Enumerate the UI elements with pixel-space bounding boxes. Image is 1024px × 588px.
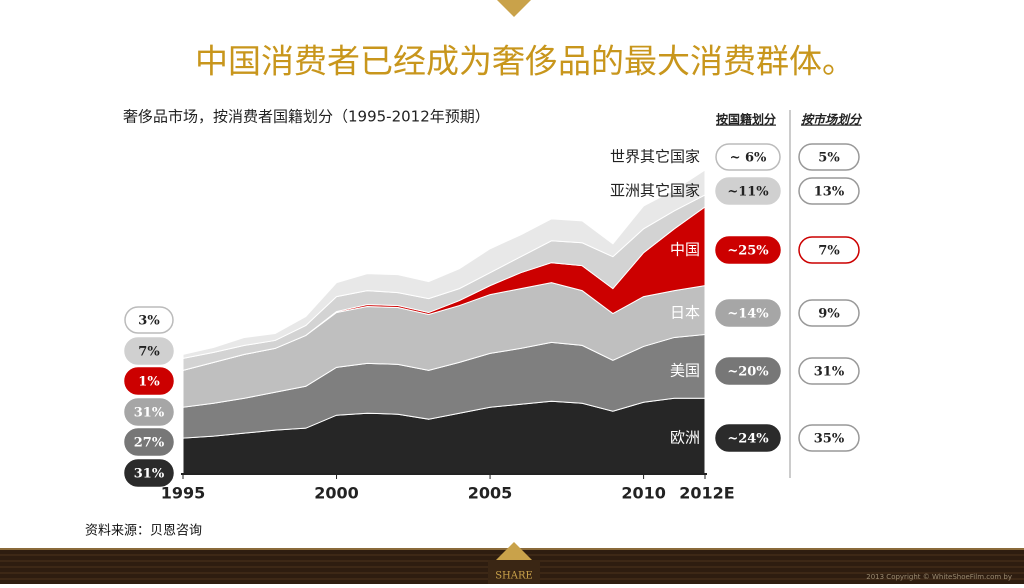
legend-label: 亚洲其它国家 bbox=[610, 182, 700, 200]
share-pill bbox=[124, 398, 174, 426]
x-tick-label: 2010 bbox=[621, 484, 666, 503]
legend-label: 欧洲 bbox=[670, 429, 700, 447]
chart-title: 奢侈品市场，按消费者国籍划分（1995-2012年预期） bbox=[123, 108, 490, 126]
area bbox=[182, 169, 706, 359]
share-pill bbox=[124, 367, 174, 395]
share-pill bbox=[798, 236, 860, 264]
share-label: 35% bbox=[814, 432, 845, 447]
share-label: 13% bbox=[814, 185, 845, 200]
share-label: 31% bbox=[134, 467, 165, 482]
share-label[interactable]: SHARE bbox=[495, 571, 533, 582]
share-pill bbox=[715, 424, 781, 452]
share-pill bbox=[715, 236, 781, 264]
share-pill bbox=[798, 177, 860, 205]
share-label: 7% bbox=[138, 345, 160, 360]
share-pill bbox=[124, 306, 174, 334]
nationality-header: 按国籍划分 bbox=[716, 112, 776, 127]
legend-label: 美国 bbox=[670, 362, 700, 380]
x-tick-label: 2012E bbox=[679, 484, 734, 503]
share-pill bbox=[124, 428, 174, 456]
share-pill bbox=[798, 357, 860, 385]
source: 资料来源：贝恩咨询 bbox=[85, 524, 202, 539]
share-pill bbox=[715, 299, 781, 327]
share-label: 31% bbox=[134, 406, 165, 421]
share-arrow bbox=[496, 542, 532, 560]
legend-label: 中国 bbox=[670, 241, 700, 259]
share-label: 31% bbox=[814, 365, 845, 380]
share-label: 9% bbox=[818, 307, 840, 322]
share-label: 1% bbox=[138, 375, 160, 390]
share-label: 5% bbox=[818, 151, 840, 166]
share-label: ~11% bbox=[727, 185, 769, 200]
share-label: 3% bbox=[138, 314, 160, 329]
share-label: ~ 6% bbox=[730, 151, 767, 166]
market-header: 按市场划分 bbox=[801, 113, 863, 127]
share-label: ~14% bbox=[727, 307, 769, 322]
share-pill bbox=[715, 177, 781, 205]
copyright: 2013 Copyright © WhiteShoeFilm.com by bbox=[866, 573, 1012, 581]
x-tick-label: 1995 bbox=[161, 484, 206, 503]
share-pill bbox=[715, 143, 781, 171]
top-marker bbox=[497, 0, 531, 17]
slide-title: 中国消费者已经成为奢侈品的最大消费群体。 bbox=[195, 42, 855, 81]
share-button[interactable] bbox=[488, 560, 540, 584]
share-label: 7% bbox=[818, 244, 840, 259]
share-label: ~25% bbox=[727, 244, 769, 259]
legend-label: 日本 bbox=[670, 304, 700, 322]
share-label: ~24% bbox=[727, 432, 769, 447]
x-tick-label: 2000 bbox=[314, 484, 359, 503]
share-label: 27% bbox=[134, 436, 165, 451]
share-pill bbox=[124, 337, 174, 365]
share-pill bbox=[798, 143, 860, 171]
x-tick-label: 2005 bbox=[468, 484, 513, 503]
share-pill bbox=[715, 357, 781, 385]
share-pill bbox=[124, 459, 174, 487]
share-pill bbox=[798, 299, 860, 327]
share-pill bbox=[798, 424, 860, 452]
share-label: ~20% bbox=[727, 365, 769, 380]
legend-label: 世界其它国家 bbox=[610, 148, 700, 166]
